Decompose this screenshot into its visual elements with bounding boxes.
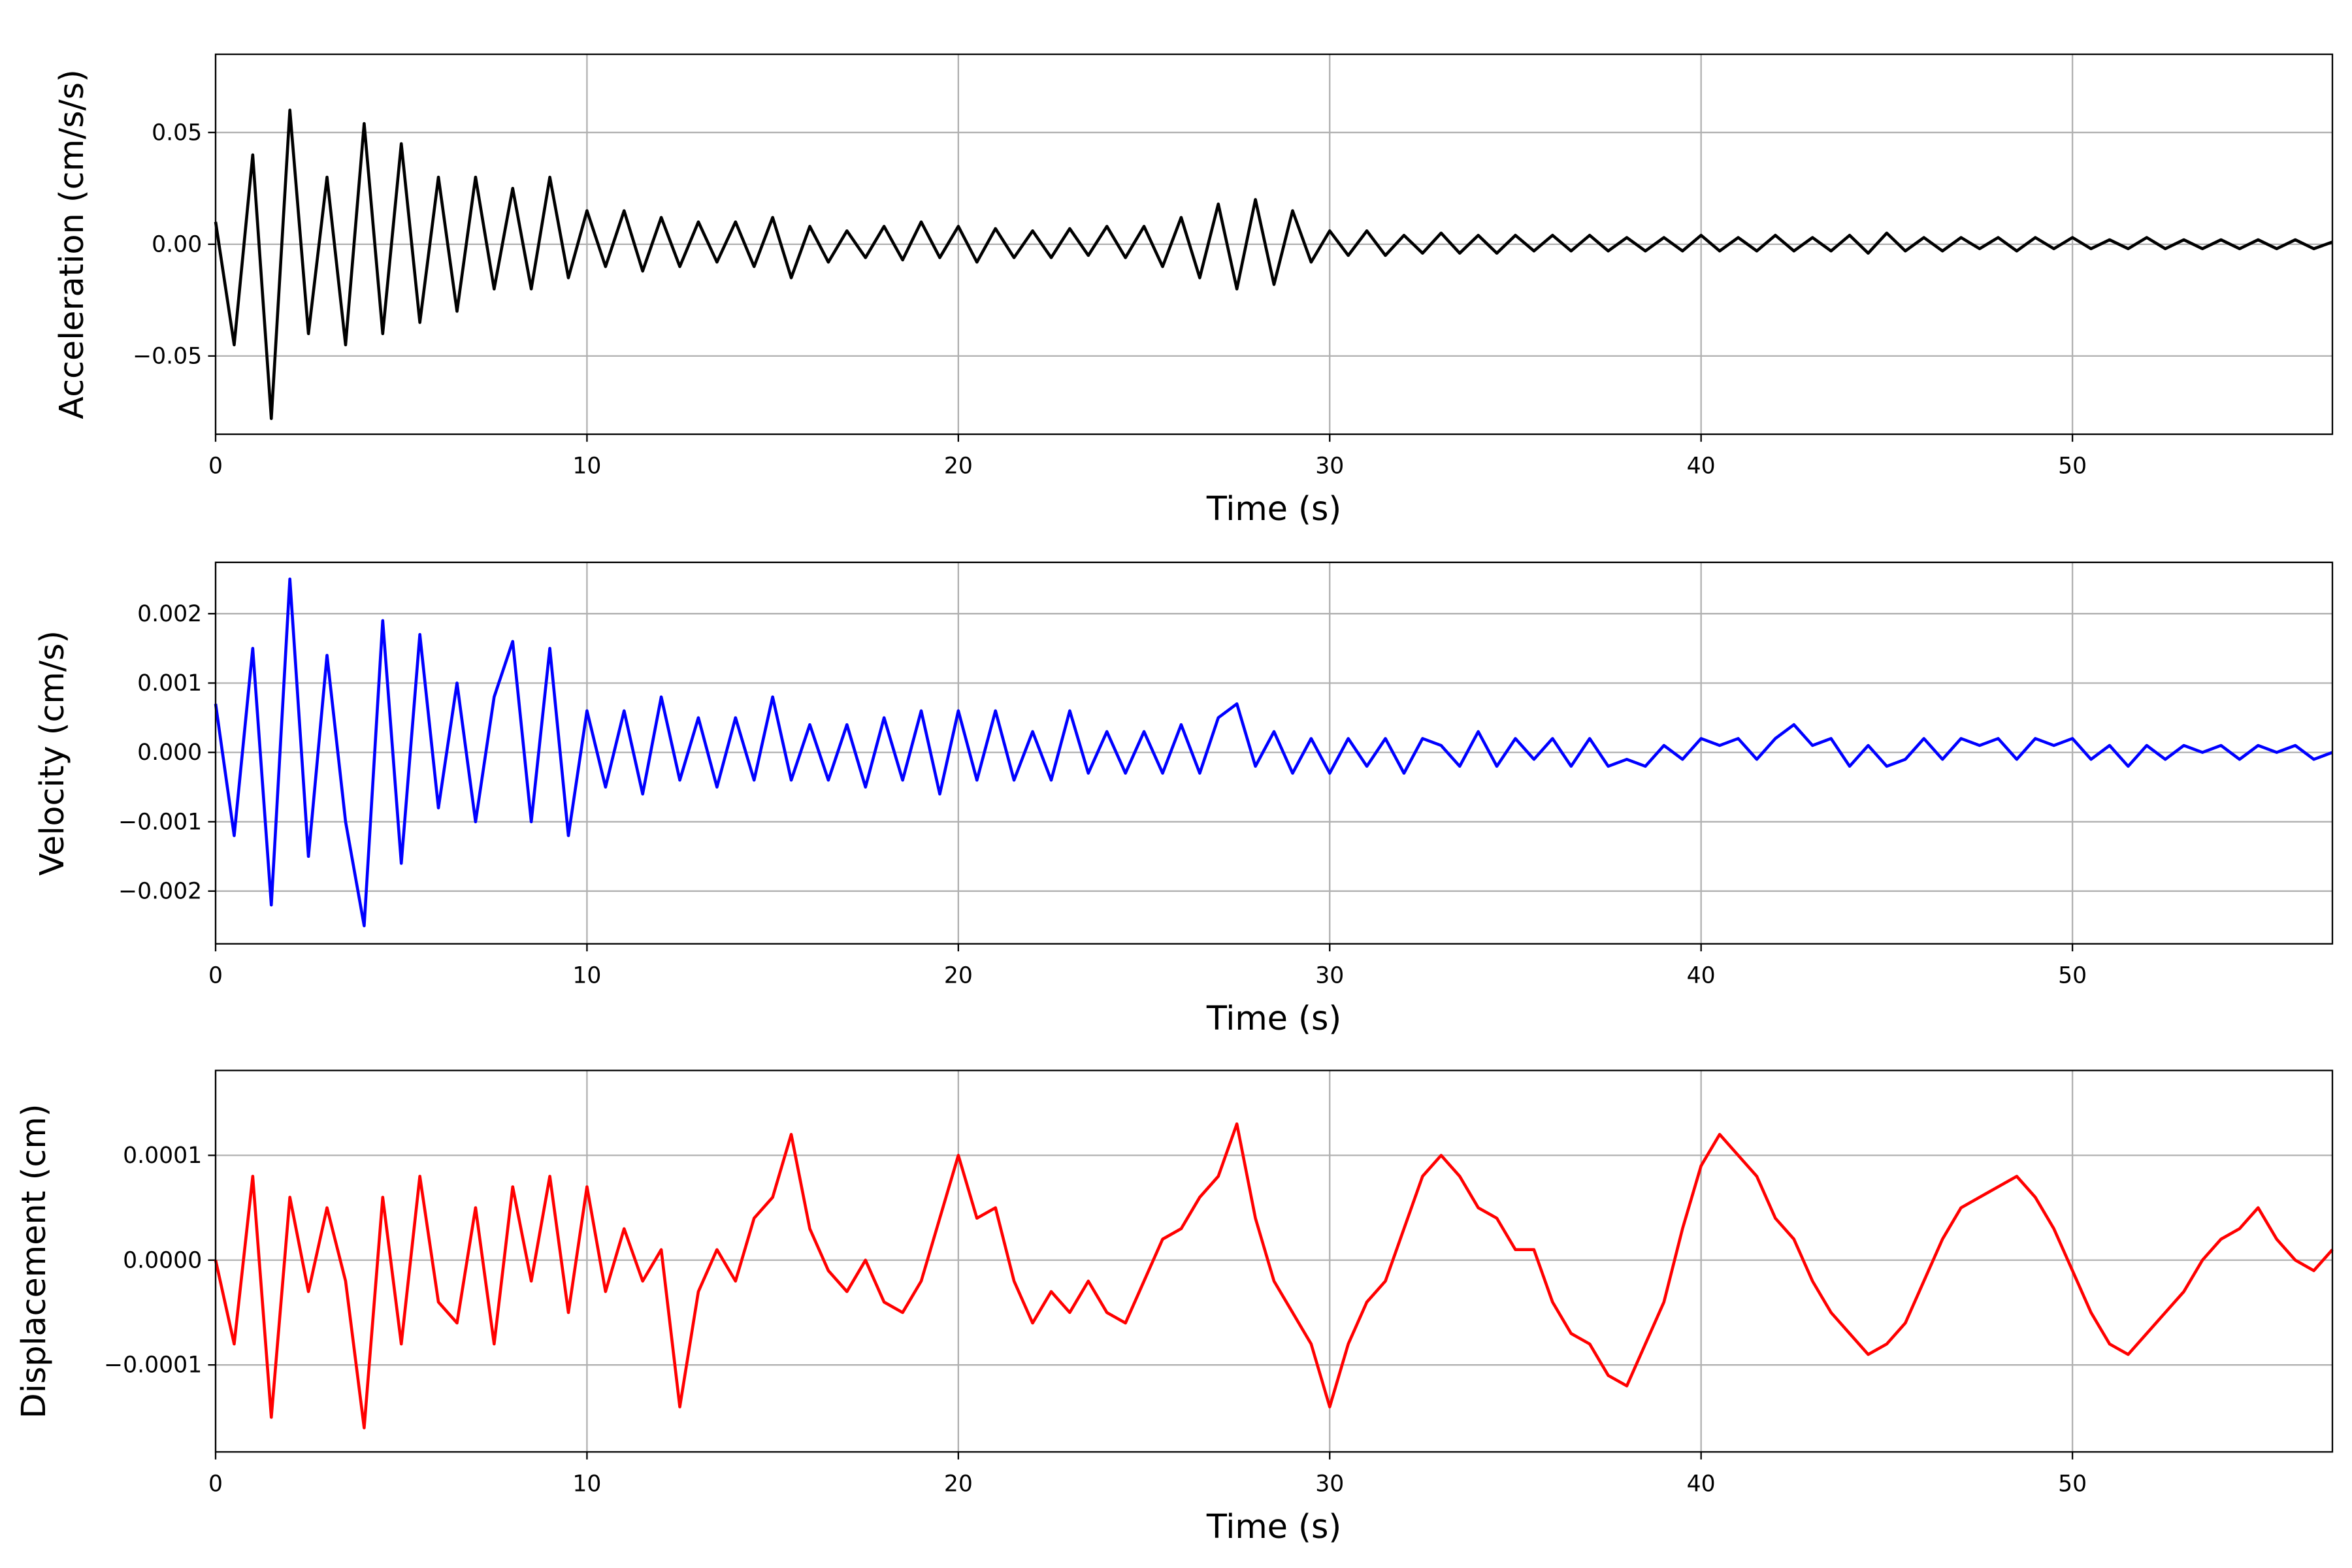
y-tick-label: −0.05 <box>133 343 202 369</box>
axes-frame <box>214 53 2334 435</box>
data-line <box>214 108 2333 420</box>
y-tick-label: −0.0001 <box>104 1352 202 1379</box>
y-tick-label: 0.001 <box>137 670 202 696</box>
x-tick-label: 30 <box>1315 453 1344 480</box>
x-tick-label: 0 <box>208 453 223 480</box>
x-tick-label: 10 <box>572 963 601 989</box>
x-tick-label: 0 <box>208 1471 223 1497</box>
y-axis-label: Velocity (cm/s) <box>33 630 71 876</box>
x-tick-label: 50 <box>2058 453 2087 480</box>
y-tick-label: 0.000 <box>137 740 202 766</box>
x-tick-label: 10 <box>572 1471 601 1497</box>
x-tick-label: 30 <box>1315 1471 1344 1497</box>
y-tick-label: −0.002 <box>118 878 202 904</box>
x-tick-label: 40 <box>1687 1471 1716 1497</box>
x-axis-label: Time (s) <box>1206 489 1341 528</box>
y-tick-label: 0.0000 <box>123 1247 202 1273</box>
y-axis-label: Displacement (cm) <box>14 1103 53 1418</box>
y-tick-label: −0.001 <box>118 809 202 835</box>
y-axis-label: Acceleration (cm/s/s) <box>52 69 91 419</box>
x-axis-label: Time (s) <box>1206 1507 1341 1546</box>
axes-frame <box>214 1070 2334 1453</box>
x-tick-label: 20 <box>944 963 973 989</box>
x-tick-label: 40 <box>1687 963 1716 989</box>
x-tick-label: 20 <box>944 1471 973 1497</box>
y-tick-label: 0.00 <box>152 231 202 257</box>
x-tick-label: 50 <box>2058 1471 2087 1497</box>
x-tick-label: 10 <box>572 453 601 480</box>
data-line <box>214 577 2333 928</box>
x-axis-label: Time (s) <box>1206 999 1341 1037</box>
x-tick-label: 0 <box>208 963 223 989</box>
axes-frame <box>214 561 2334 945</box>
x-tick-label: 50 <box>2058 963 2087 989</box>
y-tick-label: 0.002 <box>137 601 202 627</box>
x-tick-label: 30 <box>1315 963 1344 989</box>
x-tick-label: 20 <box>944 453 973 480</box>
y-tick-label: 0.0001 <box>123 1143 202 1169</box>
x-tick-label: 40 <box>1687 453 1716 480</box>
y-tick-label: 0.05 <box>152 120 202 146</box>
data-line <box>214 1122 2334 1429</box>
